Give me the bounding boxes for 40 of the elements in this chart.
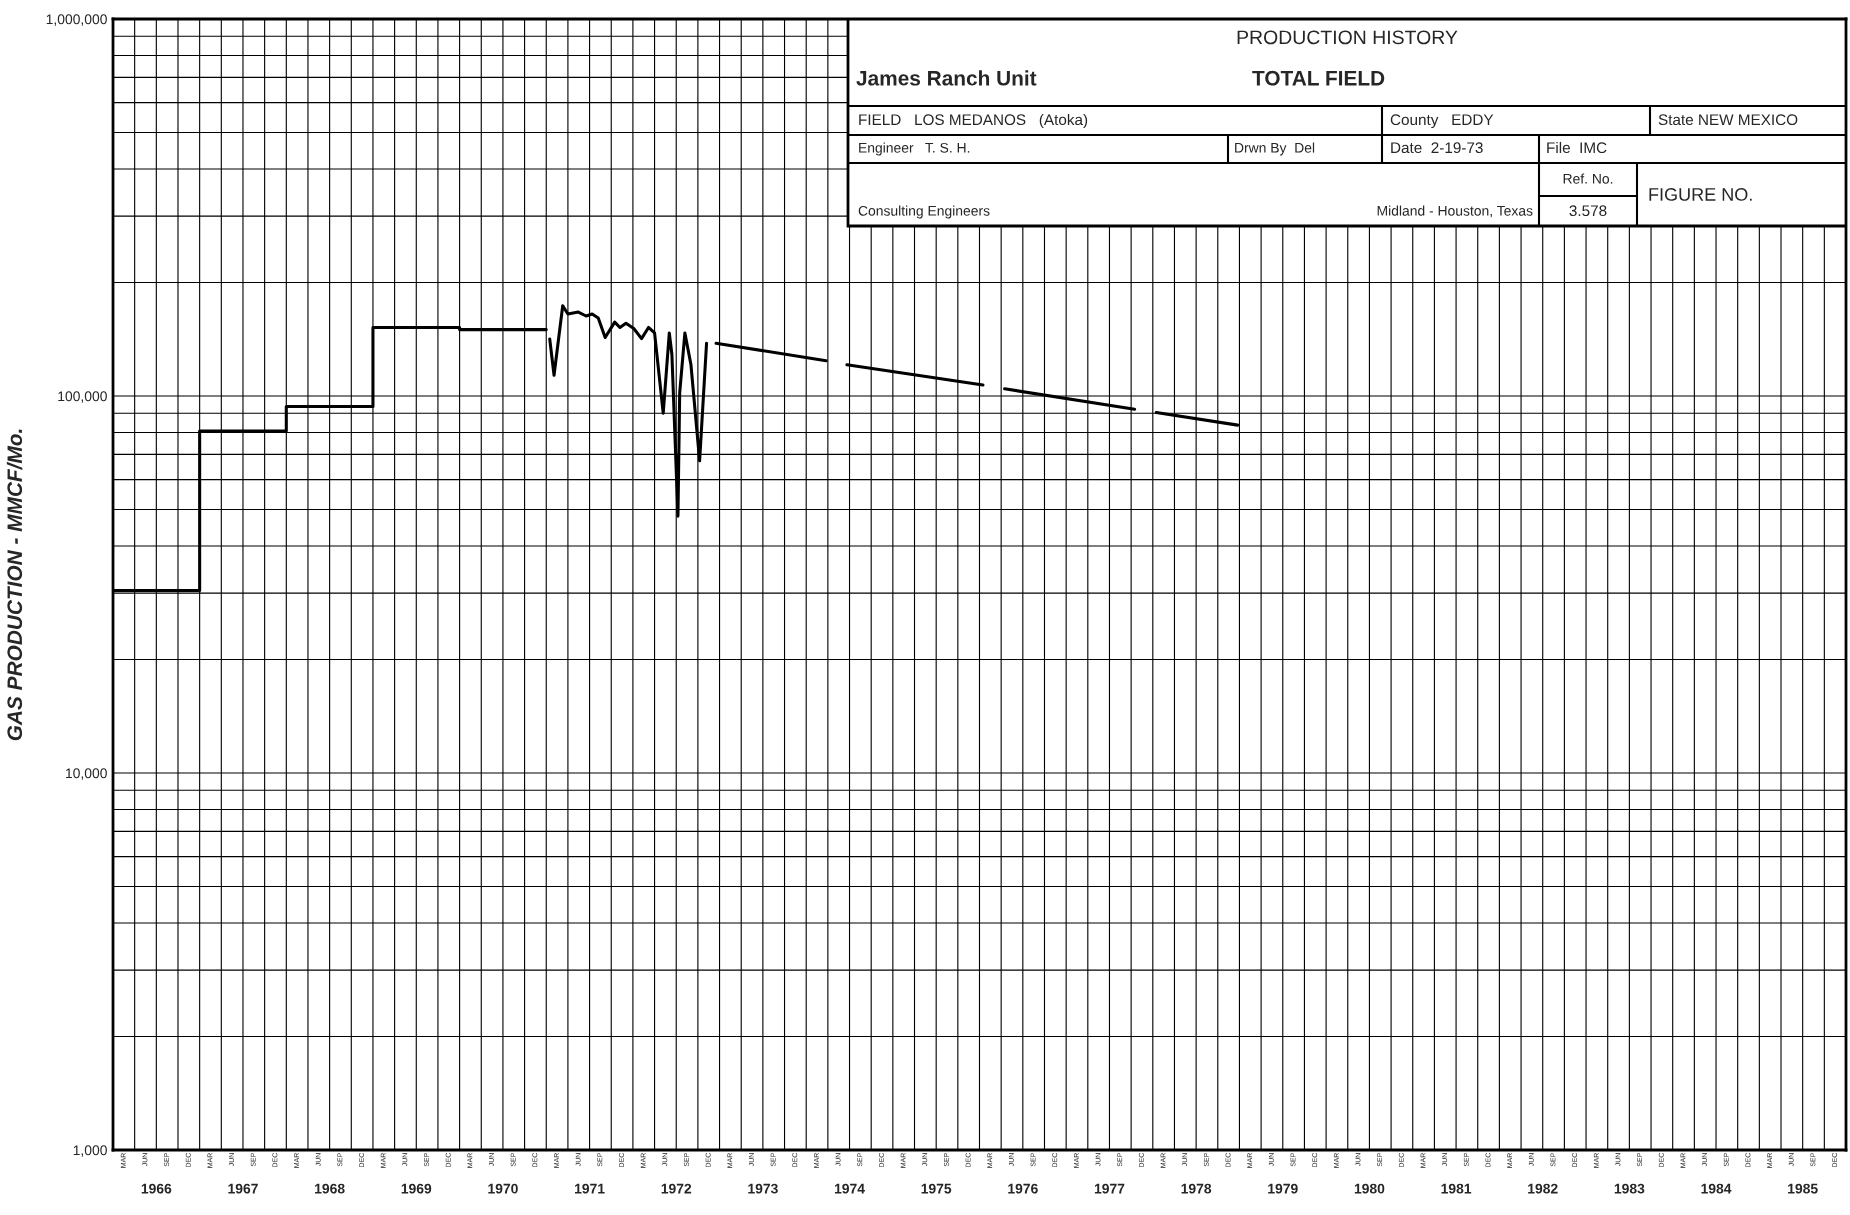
- x-tick-label: 1978: [1181, 1183, 1212, 1194]
- annotation: FIELD LOS MEDANOS (Atoka): [859, 113, 1088, 129]
- x-tick-label: 1972: [661, 1183, 692, 1194]
- x-tick-label: 1975: [921, 1183, 952, 1194]
- y-axis-title: GAS PRODUCTION - MMCF/Mo.: [6, 429, 23, 741]
- x-tick-label: 1973: [748, 1183, 778, 1194]
- x-tick-label: 1977: [1094, 1183, 1125, 1194]
- annotation: Midland - Houston, Texas: [1377, 205, 1533, 218]
- x-tick-label: 1971: [575, 1183, 605, 1194]
- y-tick-label: 1,000: [73, 1145, 107, 1157]
- annotation: Consulting Engineers: [858, 205, 990, 219]
- annotation: Drwn By Del: [1235, 142, 1315, 156]
- text: James Ranch Unit: [856, 70, 1037, 86]
- annotation: 3.578: [1569, 205, 1607, 217]
- x-tick-label: 1979: [1268, 1183, 1298, 1194]
- y-tick-label: 1,000,000: [46, 14, 107, 26]
- x-tick-label: 1966: [141, 1183, 172, 1194]
- annotation: Engineer T. S. H.: [859, 142, 970, 156]
- chart-title: PRODUCTION HISTORY: [1237, 30, 1458, 45]
- x-tick-label: 1983: [1614, 1183, 1645, 1194]
- x-tick-label: 1970: [488, 1183, 518, 1194]
- x-tick-label: 1969: [401, 1183, 432, 1194]
- x-tick-label: 1981: [1441, 1183, 1472, 1194]
- y-tick-label: 10,000: [66, 768, 107, 780]
- x-tick-label: 1967: [228, 1183, 258, 1194]
- annotation: TOTAL FIELD: [1252, 70, 1385, 86]
- x-tick-label: 1982: [1528, 1183, 1558, 1194]
- x-tick-label: 1974: [834, 1183, 865, 1194]
- annotation: Ref. No.: [1563, 173, 1613, 184]
- x-tick-label: 1968: [315, 1183, 345, 1194]
- x-tick-label: 1984: [1701, 1183, 1732, 1194]
- annotation: FIGURE NO.: [1649, 188, 1752, 201]
- annotation: State NEW MEXICO: [1658, 114, 1798, 126]
- x-tick-label: 1980: [1354, 1183, 1385, 1194]
- annotation: File IMC: [1547, 141, 1607, 154]
- x-tick-label: 1976: [1008, 1183, 1038, 1194]
- x-tick-label: 1985: [1788, 1183, 1818, 1194]
- y-tick-label: 100,000: [58, 391, 107, 403]
- annotation: Date 2-19-73: [1391, 142, 1483, 154]
- annotation: County EDDY: [1390, 114, 1494, 129]
